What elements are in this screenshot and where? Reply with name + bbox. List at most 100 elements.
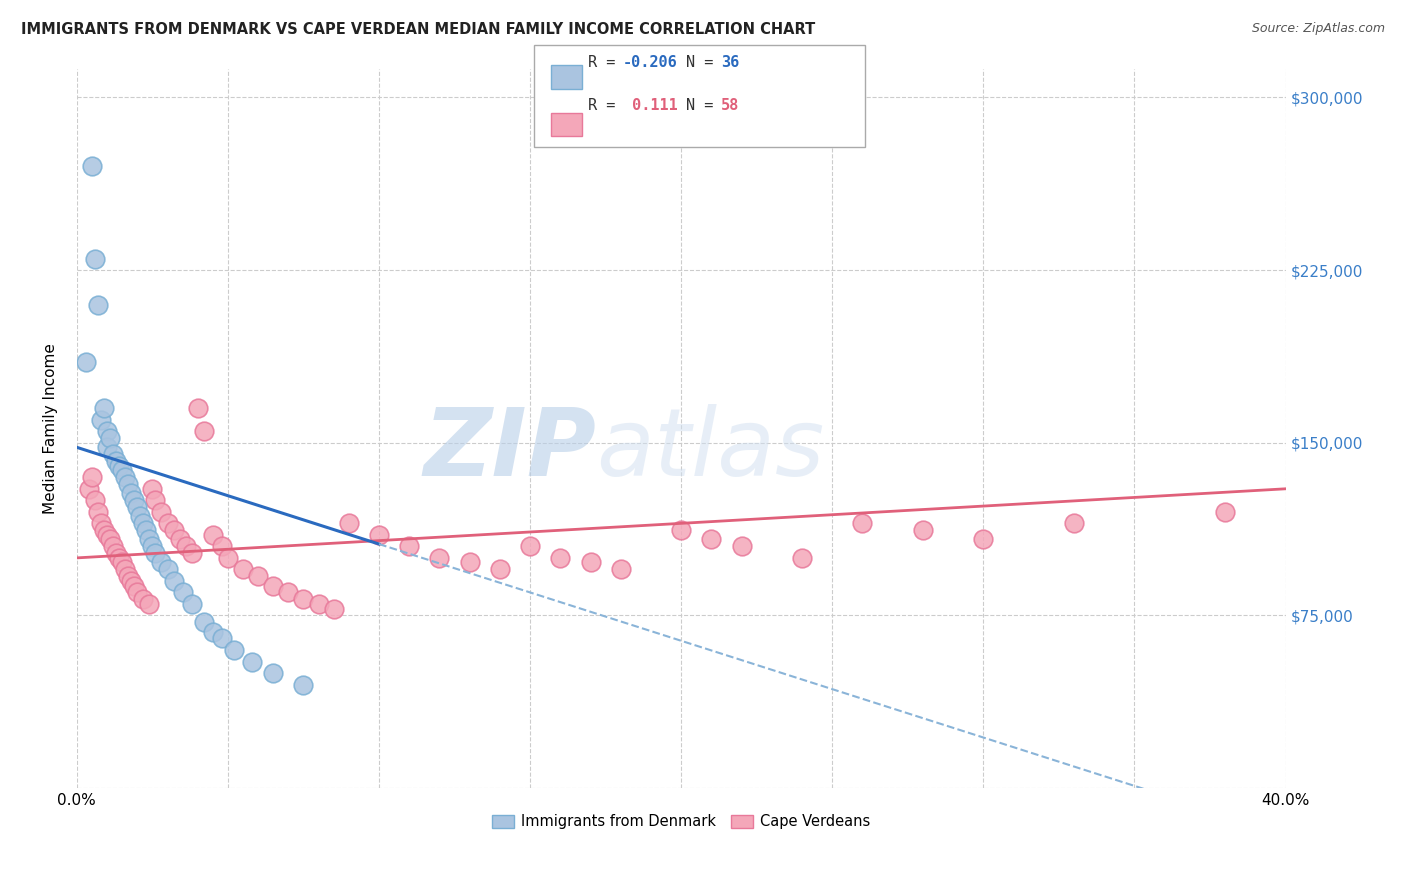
Point bbox=[180, 597, 202, 611]
Point bbox=[519, 540, 541, 554]
Point bbox=[111, 463, 134, 477]
Point bbox=[610, 562, 633, 576]
Point bbox=[429, 550, 451, 565]
Point bbox=[80, 470, 103, 484]
Point bbox=[262, 578, 284, 592]
Point bbox=[96, 424, 118, 438]
Point bbox=[96, 528, 118, 542]
Point bbox=[162, 523, 184, 537]
Text: N =: N = bbox=[686, 98, 723, 112]
Point bbox=[156, 562, 179, 576]
Y-axis label: Median Family Income: Median Family Income bbox=[44, 343, 58, 514]
Text: IMMIGRANTS FROM DENMARK VS CAPE VERDEAN MEDIAN FAMILY INCOME CORRELATION CHART: IMMIGRANTS FROM DENMARK VS CAPE VERDEAN … bbox=[21, 22, 815, 37]
Point bbox=[101, 540, 124, 554]
Text: Source: ZipAtlas.com: Source: ZipAtlas.com bbox=[1251, 22, 1385, 36]
Point bbox=[277, 585, 299, 599]
Point bbox=[669, 523, 692, 537]
Point bbox=[172, 585, 194, 599]
Point bbox=[96, 441, 118, 455]
Point bbox=[1063, 516, 1085, 531]
Legend: Immigrants from Denmark, Cape Verdeans: Immigrants from Denmark, Cape Verdeans bbox=[486, 808, 876, 835]
Point bbox=[972, 533, 994, 547]
Point bbox=[150, 505, 173, 519]
Text: 58: 58 bbox=[721, 98, 740, 112]
Point bbox=[217, 550, 239, 565]
Point bbox=[150, 556, 173, 570]
Point bbox=[337, 516, 360, 531]
Point bbox=[211, 632, 233, 646]
Point bbox=[105, 546, 128, 560]
Point bbox=[80, 160, 103, 174]
Point bbox=[84, 252, 107, 266]
Point bbox=[187, 401, 209, 416]
Point bbox=[292, 677, 315, 691]
Point bbox=[700, 533, 723, 547]
Point bbox=[135, 523, 157, 537]
Point bbox=[292, 592, 315, 607]
Point bbox=[141, 482, 163, 496]
Point bbox=[790, 550, 813, 565]
Point bbox=[124, 578, 146, 592]
Point bbox=[201, 528, 224, 542]
Text: -0.206: -0.206 bbox=[623, 55, 678, 70]
Point bbox=[145, 546, 167, 560]
Text: 0.111: 0.111 bbox=[623, 98, 678, 112]
Point bbox=[851, 516, 873, 531]
Text: N =: N = bbox=[686, 55, 723, 70]
Point bbox=[730, 540, 752, 554]
Point bbox=[180, 546, 202, 560]
Point bbox=[322, 601, 344, 615]
Point bbox=[222, 643, 245, 657]
Point bbox=[138, 533, 160, 547]
Point bbox=[368, 528, 391, 542]
Point bbox=[489, 562, 512, 576]
Point bbox=[201, 624, 224, 639]
Point bbox=[193, 615, 215, 630]
Point bbox=[114, 562, 136, 576]
Point bbox=[127, 585, 149, 599]
Point bbox=[308, 597, 330, 611]
Point bbox=[145, 493, 167, 508]
Point bbox=[108, 550, 131, 565]
Text: ZIP: ZIP bbox=[423, 404, 596, 496]
Point bbox=[87, 297, 110, 311]
Point bbox=[87, 505, 110, 519]
Point bbox=[579, 556, 602, 570]
Point bbox=[101, 447, 124, 461]
Text: R =: R = bbox=[588, 98, 624, 112]
Point bbox=[132, 516, 155, 531]
Point bbox=[127, 500, 149, 515]
Point bbox=[211, 540, 233, 554]
Point bbox=[193, 424, 215, 438]
Point bbox=[141, 540, 163, 554]
Point bbox=[911, 523, 934, 537]
Point bbox=[114, 470, 136, 484]
Text: R =: R = bbox=[588, 55, 624, 70]
Point bbox=[93, 401, 115, 416]
Text: atlas: atlas bbox=[596, 404, 825, 495]
Point bbox=[111, 556, 134, 570]
Point bbox=[262, 666, 284, 681]
Point bbox=[90, 413, 112, 427]
Point bbox=[75, 355, 97, 369]
Point bbox=[398, 540, 420, 554]
Text: 36: 36 bbox=[721, 55, 740, 70]
Point bbox=[98, 533, 121, 547]
Point bbox=[240, 655, 263, 669]
Point bbox=[138, 597, 160, 611]
Point bbox=[98, 431, 121, 445]
Point bbox=[156, 516, 179, 531]
Point bbox=[90, 516, 112, 531]
Point bbox=[247, 569, 270, 583]
Point bbox=[174, 540, 197, 554]
Point bbox=[232, 562, 254, 576]
Point bbox=[162, 574, 184, 588]
Point bbox=[120, 574, 142, 588]
Point bbox=[132, 592, 155, 607]
Point bbox=[93, 523, 115, 537]
Point bbox=[120, 486, 142, 500]
Point bbox=[117, 569, 139, 583]
Point bbox=[77, 482, 100, 496]
Point bbox=[458, 556, 481, 570]
Point bbox=[105, 454, 128, 468]
